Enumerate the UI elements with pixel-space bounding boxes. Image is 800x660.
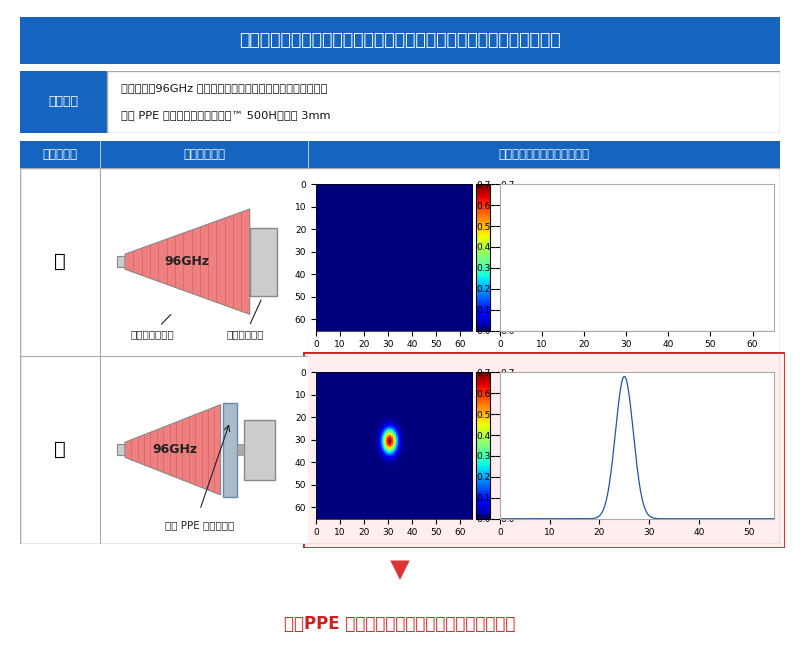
Text: 電磁波源：96GHz ホーンアンテナ　　検出器：ミリ波カメラ: 電磁波源：96GHz ホーンアンテナ 検出器：ミリ波カメラ	[121, 83, 327, 93]
Text: ミリ波カメラによる強度分布: ミリ波カメラによる強度分布	[498, 148, 590, 161]
Text: 変性PPE 平面レンズによるミリ波の集光を確認: 変性PPE 平面レンズによるミリ波の集光を確認	[284, 614, 516, 633]
Bar	[250, 228, 277, 296]
Polygon shape	[125, 209, 250, 314]
Bar	[117, 256, 125, 267]
Polygon shape	[125, 405, 221, 495]
Text: 平面レンズ: 平面レンズ	[42, 148, 78, 161]
Bar	[238, 444, 243, 455]
Text: ホーンアンテナから送信されたミリ波をミリ波カメラで受信して評価: ホーンアンテナから送信されたミリ波をミリ波カメラで受信して評価	[239, 31, 561, 50]
Bar	[117, 444, 125, 455]
Text: 評価系模式図: 評価系模式図	[183, 148, 225, 161]
Bar	[243, 420, 274, 480]
Text: ミリ波カメラ: ミリ波カメラ	[227, 300, 264, 339]
Bar	[20, 71, 107, 133]
Bar	[222, 403, 238, 497]
Text: 有: 有	[54, 440, 66, 459]
Text: 変性 PPE 平面レンズ：ザイロン™ 500H、厚み 3mm: 変性 PPE 平面レンズ：ザイロン™ 500H、厚み 3mm	[121, 111, 330, 121]
Text: 96GHz: 96GHz	[165, 255, 210, 268]
Text: 評価条件: 評価条件	[49, 96, 78, 108]
Text: 96GHz: 96GHz	[152, 444, 198, 456]
Text: 無: 無	[54, 252, 66, 271]
Text: ホーンアンテナ: ホーンアンテナ	[130, 314, 174, 339]
Text: 変性 PPE 平面レンズ: 変性 PPE 平面レンズ	[166, 520, 234, 530]
